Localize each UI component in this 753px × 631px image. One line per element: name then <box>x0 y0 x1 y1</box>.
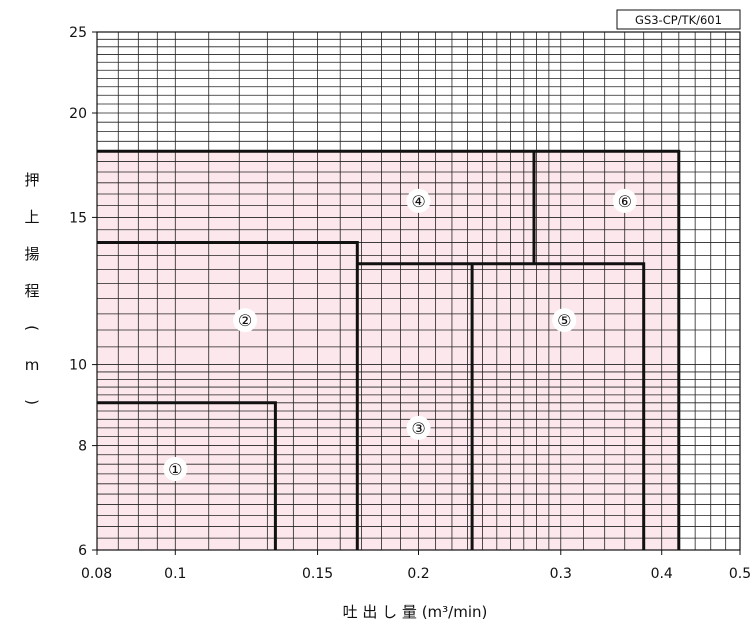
x-tick-label: 0.4 <box>651 566 673 582</box>
range-boundary-line <box>357 262 646 550</box>
y-tick-label: 25 <box>69 25 87 41</box>
x-tick-label: 0.15 <box>302 566 333 582</box>
region-label-bg <box>612 188 637 213</box>
x-tick-label: 0.08 <box>81 566 112 582</box>
x-tick-label: 0.1 <box>164 566 186 582</box>
x-tick-label: 0.5 <box>729 566 751 582</box>
chart-code-box <box>616 9 741 30</box>
region-label: ④ <box>411 192 425 211</box>
y-axis-title-char: ) <box>23 399 41 405</box>
shaded-operating-area <box>97 151 679 550</box>
chart-code-label: GS3-CP/TK/601 <box>635 13 722 27</box>
x-axis-title: 吐 出 し 量 (m³/min) <box>343 603 488 621</box>
region-label: ③ <box>411 419 425 438</box>
shaded-area-layer <box>97 151 679 550</box>
x-tick-label: 0.3 <box>550 566 572 582</box>
region-label: ② <box>238 311 252 330</box>
range-boundary-line <box>97 401 277 550</box>
y-axis-title-char: ( <box>23 325 41 331</box>
region-label-bg <box>406 188 431 213</box>
y-tick-label: 6 <box>78 543 87 559</box>
y-tick-label: 10 <box>69 358 87 374</box>
y-axis-title-char: 揚 <box>24 245 39 263</box>
region-label-bg <box>552 308 577 333</box>
region-label: ⑥ <box>618 192 632 211</box>
y-tick-label: 15 <box>69 210 87 226</box>
y-axis-title-char: 押 <box>24 171 39 189</box>
y-tick-label: 8 <box>78 439 87 455</box>
range-boundary-line <box>97 149 681 550</box>
region-label-layer: ① ② ③ ④ ⑤ ⑥ <box>163 188 637 482</box>
y-axis-title-char: m <box>25 356 40 374</box>
y-tick-label: 20 <box>69 106 87 122</box>
y-axis-title-char: 上 <box>24 208 39 226</box>
range-boundary-line <box>97 241 359 550</box>
tick-label-layer: 0.08 0.1 0.15 0.2 0.3 0.4 0.5 6 8 10 15 20 25 <box>69 25 751 582</box>
y-axis-title-char: 程 <box>24 282 39 300</box>
boundary-layer <box>97 149 681 550</box>
region-label: ⑤ <box>557 311 571 330</box>
region-label-bg <box>163 457 188 482</box>
region-label-bg <box>406 415 431 440</box>
region-label: ① <box>168 460 182 479</box>
region-label-bg <box>233 308 258 333</box>
chart-code-layer: GS3-CP/TK/601 <box>616 9 741 30</box>
x-tick-label: 0.2 <box>407 566 429 582</box>
